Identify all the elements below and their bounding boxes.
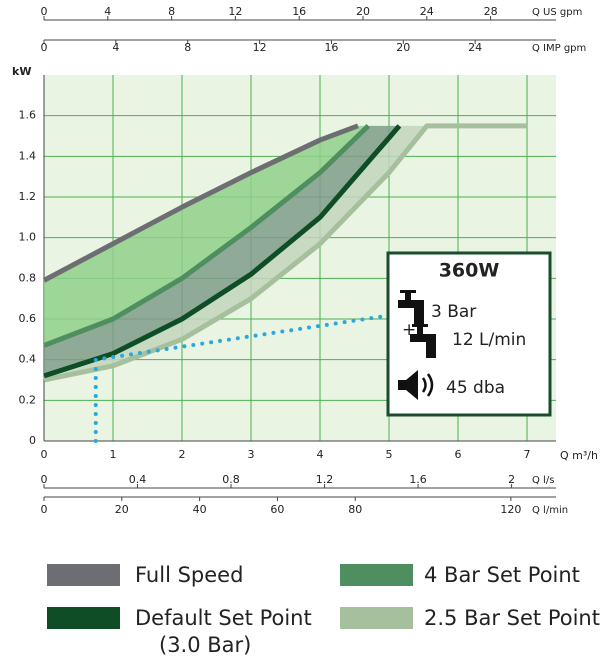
secondary-axis-label: Q IMP gpm: [532, 43, 586, 54]
secondary-tick-label: 40: [193, 503, 207, 516]
series-line: [43, 124, 402, 379]
x-axis-label: Q m³/h: [560, 449, 598, 462]
band-fill: [44, 125, 369, 346]
series-line: [42, 123, 359, 283]
secondary-tick-label: 4: [104, 5, 111, 18]
x-tick-label: 4: [317, 448, 324, 461]
x-tick-label: 3: [248, 448, 255, 461]
secondary-tick-label: 12: [253, 41, 267, 54]
secondary-tick-label: 8: [184, 41, 191, 54]
secondary-axis-label: Q l/min: [532, 505, 568, 516]
y-tick-label: 0.2: [19, 393, 37, 406]
secondary-tick-label: 60: [270, 503, 284, 516]
y-tick-label: 0.8: [19, 271, 37, 284]
x-tick-label: 1: [110, 448, 117, 461]
secondary-tick-label: 28: [484, 5, 498, 18]
speaker-icon: [398, 370, 434, 400]
info-pressure: 3 Bar: [431, 302, 476, 322]
y-tick-label: 0: [29, 434, 36, 447]
secondary-tick-label: 0: [41, 473, 48, 486]
x-tick-label: 7: [524, 448, 531, 461]
secondary-tick-label: 16: [324, 41, 338, 54]
info-box: 360W 3 Bar + 12 L/min 45 dba: [386, 251, 552, 417]
info-noise: 45 dba: [446, 378, 505, 398]
x-tick-label: 5: [386, 448, 393, 461]
info-title: 360W: [439, 260, 500, 282]
legend-swatch: [340, 607, 413, 629]
legend-note: (3.0 Bar): [159, 633, 251, 657]
secondary-tick-label: 20: [115, 503, 129, 516]
y-tick-label: 1.6: [19, 109, 37, 122]
secondary-tick-label: 20: [396, 41, 410, 54]
secondary-tick-label: 0: [41, 41, 48, 54]
legend-swatch: [47, 564, 120, 586]
y-tick-label: 0.6: [19, 312, 37, 325]
x-tick-label: 2: [179, 448, 186, 461]
secondary-tick-label: 8: [168, 5, 175, 18]
series-line: [43, 124, 371, 348]
operating-line: [93, 312, 395, 443]
y-tick-label: 1.2: [19, 190, 37, 203]
secondary-tick-label: 0: [41, 503, 48, 516]
y-tick-label: 0.4: [19, 353, 37, 366]
secondary-tick-label: 12: [228, 5, 242, 18]
secondary-tick-label: 0: [41, 5, 48, 18]
secondary-tick-label: 1.2: [316, 473, 334, 486]
x-tick-label: 6: [455, 448, 462, 461]
legend-label: Full Speed: [135, 563, 243, 587]
series-line: [43, 123, 528, 383]
secondary-tick-label: 4: [112, 41, 119, 54]
secondary-tick-label: 1.6: [409, 473, 427, 486]
secondary-tick-label: 0.4: [129, 473, 147, 486]
info-flow: 12 L/min: [452, 330, 526, 350]
legend-swatch: [47, 607, 120, 629]
y-axis-label: kW: [12, 65, 31, 78]
secondary-tick-label: 0.8: [222, 473, 240, 486]
secondary-tick-label: 20: [356, 5, 370, 18]
secondary-tick-label: 24: [468, 41, 482, 54]
x-tick-label: 0: [41, 448, 48, 461]
secondary-axis-label: Q l/s: [532, 475, 554, 486]
legend-label: 2.5 Bar Set Point: [424, 606, 600, 630]
legend-swatch: [340, 564, 413, 586]
legend-label: Default Set Point: [135, 606, 312, 630]
y-tick-label: 1.4: [19, 149, 37, 162]
band-fill: [44, 125, 528, 380]
legend-label: 4 Bar Set Point: [424, 563, 580, 587]
y-tick-label: 1.0: [19, 231, 37, 244]
secondary-tick-label: 2: [508, 473, 515, 486]
secondary-tick-label: 24: [420, 5, 434, 18]
tap-icon: [398, 290, 424, 324]
secondary-tick-label: 80: [348, 503, 362, 516]
secondary-tick-label: 120: [500, 503, 521, 516]
tap-icon: [410, 324, 436, 358]
secondary-axis-label: Q US gpm: [532, 7, 582, 18]
secondary-tick-label: 16: [292, 5, 306, 18]
